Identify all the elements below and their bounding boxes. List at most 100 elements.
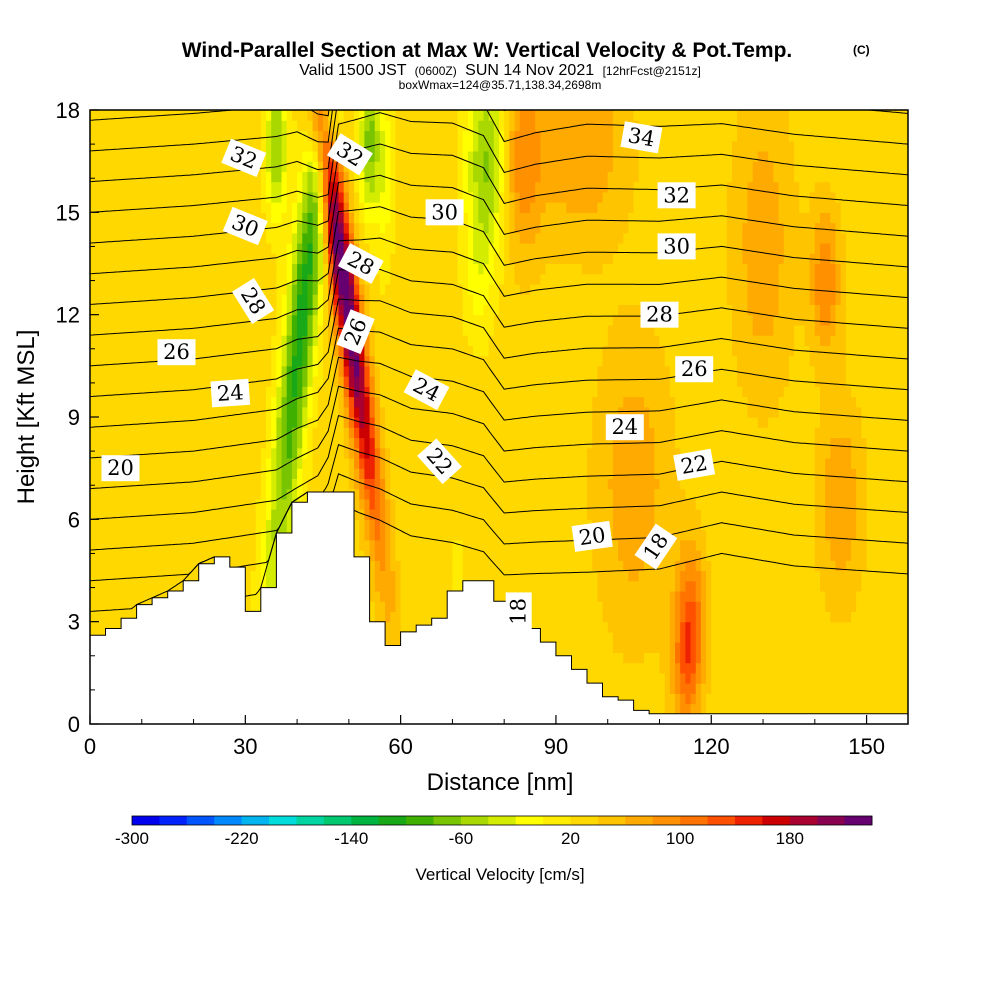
w-cell <box>473 529 479 541</box>
w-cell <box>400 488 407 500</box>
w-cell <box>467 488 474 500</box>
w-cell <box>416 437 422 449</box>
w-cell <box>302 355 309 367</box>
w-cell <box>333 232 340 244</box>
w-cell <box>307 120 314 132</box>
w-cell <box>499 243 505 254</box>
w-cell <box>364 283 371 295</box>
w-cell <box>514 171 521 183</box>
w-cell <box>141 437 148 449</box>
w-cell <box>322 406 329 418</box>
w-cell <box>467 386 474 398</box>
w-cell <box>478 335 485 346</box>
w-cell <box>100 590 107 602</box>
w-cell <box>271 181 277 193</box>
w-cell <box>322 365 329 377</box>
w-cell <box>473 386 479 398</box>
w-cell <box>286 437 293 449</box>
w-cell <box>250 590 257 602</box>
w-cell <box>395 202 402 213</box>
w-cell <box>436 335 443 346</box>
w-cell <box>126 283 133 295</box>
w-cell <box>152 355 158 367</box>
w-cell <box>90 468 96 479</box>
w-cell <box>431 550 438 561</box>
w-cell <box>141 376 148 387</box>
w-cell <box>126 570 133 582</box>
w-cell <box>110 171 117 183</box>
w-cell <box>250 488 257 500</box>
w-cell <box>452 417 459 428</box>
w-cell <box>499 386 505 398</box>
w-cell <box>317 202 324 213</box>
w-cell <box>224 243 231 254</box>
w-cell <box>219 110 226 121</box>
w-cell <box>400 171 407 183</box>
w-cell <box>167 396 174 408</box>
w-cell <box>307 150 314 162</box>
w-cell <box>141 161 148 172</box>
w-cell <box>152 314 158 326</box>
w-cell <box>167 243 174 254</box>
w-cell <box>198 519 205 531</box>
w-cell <box>152 478 158 490</box>
w-cell <box>146 110 153 121</box>
w-cell <box>276 212 283 224</box>
w-cell <box>421 191 428 203</box>
w-cell <box>193 539 200 551</box>
w-cell <box>359 365 365 377</box>
w-cell <box>260 120 267 132</box>
w-cell <box>141 273 148 285</box>
w-cell <box>317 222 324 234</box>
w-cell <box>271 580 277 592</box>
w-cell <box>131 253 138 265</box>
w-cell <box>400 509 407 520</box>
w-cell <box>188 365 195 377</box>
w-cell <box>338 468 345 479</box>
w-cell <box>322 263 329 275</box>
w-cell <box>431 611 438 623</box>
w-cell <box>126 181 133 193</box>
w-cell <box>452 406 459 418</box>
w-cell <box>499 509 505 520</box>
w-cell <box>229 243 236 254</box>
w-cell <box>126 488 133 500</box>
chart-title: Wind-Parallel Section at Max W: Vertical… <box>182 39 793 62</box>
w-cell <box>348 427 355 439</box>
w-cell <box>390 294 397 306</box>
w-cell <box>473 550 479 561</box>
w-cell <box>436 498 443 510</box>
w-cell <box>405 611 412 623</box>
w-cell <box>250 417 257 428</box>
w-cell <box>467 232 474 244</box>
w-cell <box>405 550 412 561</box>
w-cell <box>426 406 433 418</box>
w-cell <box>343 437 350 449</box>
w-cell <box>302 243 309 254</box>
w-cell <box>436 294 443 306</box>
w-cell <box>478 345 485 357</box>
w-cell <box>95 130 101 142</box>
w-cell <box>410 222 417 234</box>
w-cell <box>359 232 365 244</box>
w-cell <box>328 263 334 275</box>
w-cell <box>390 161 397 172</box>
w-cell <box>385 529 391 541</box>
w-cell <box>266 324 272 336</box>
w-cell <box>416 345 422 357</box>
w-cell <box>245 171 252 183</box>
w-cell <box>462 202 469 213</box>
w-cell <box>473 478 479 490</box>
w-cell <box>266 437 272 449</box>
w-cell <box>462 478 469 490</box>
w-cell <box>493 222 500 234</box>
w-cell <box>297 314 303 326</box>
w-cell <box>136 324 143 336</box>
w-cell <box>457 550 464 561</box>
w-cell <box>167 294 174 306</box>
w-cell <box>390 478 397 490</box>
w-cell <box>390 601 397 613</box>
w-cell <box>193 161 200 172</box>
w-cell <box>447 294 454 306</box>
w-cell <box>514 140 521 152</box>
